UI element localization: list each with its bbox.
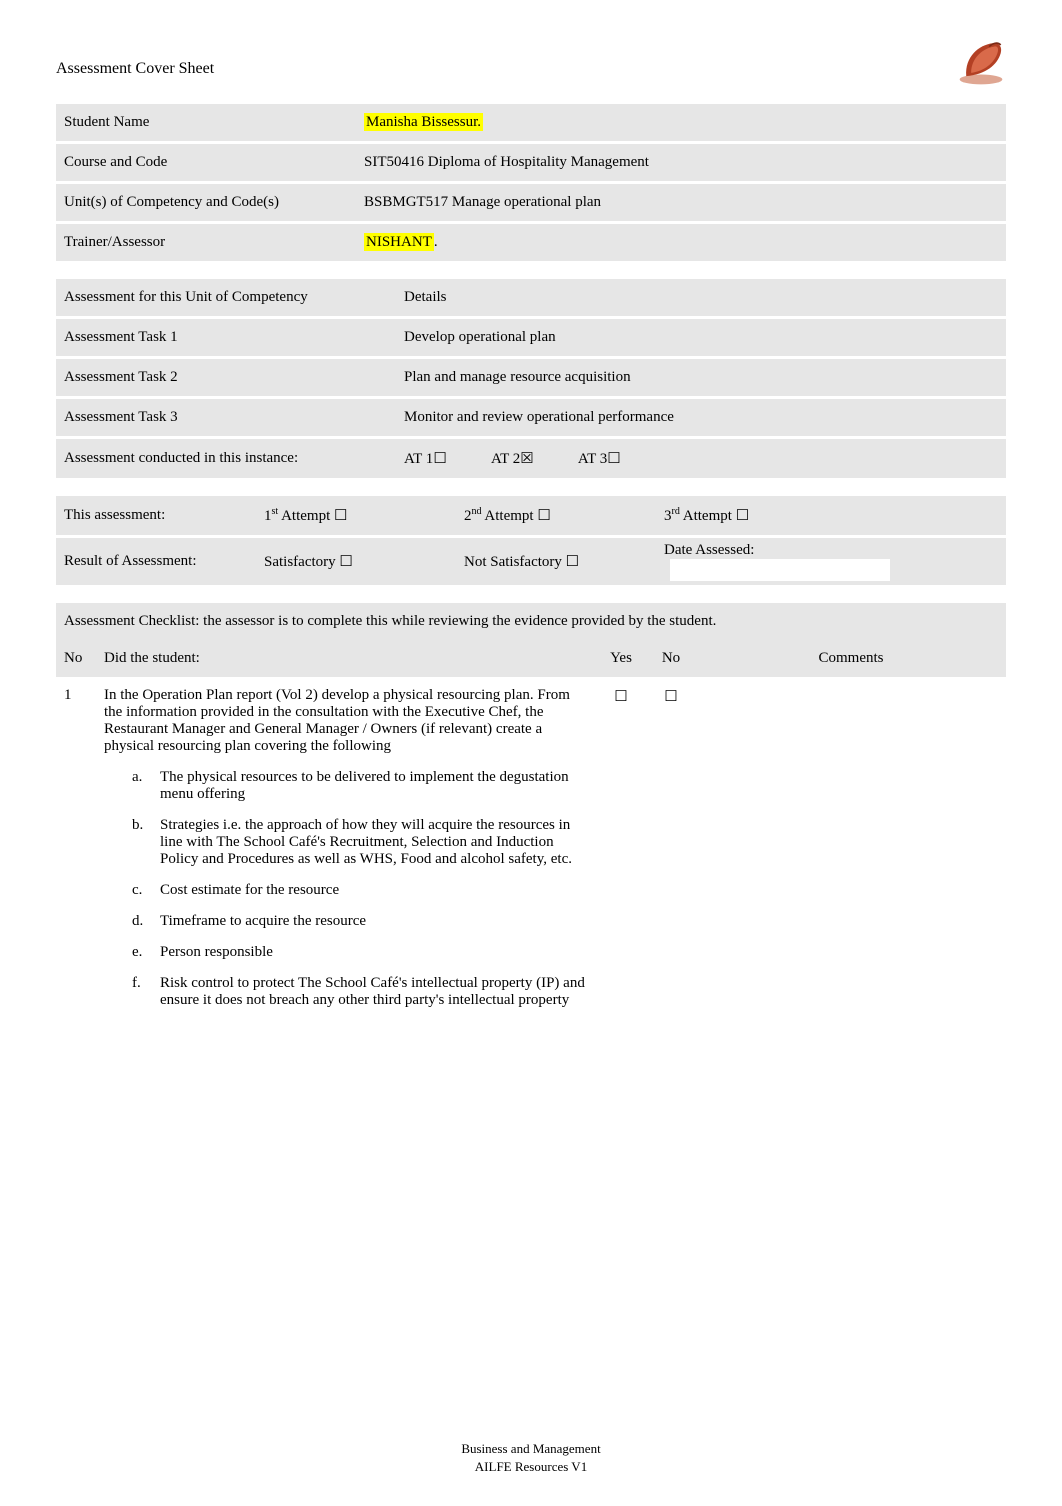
attempt-3-checkbox[interactable]: ☐ [736,508,749,524]
q1-item-b: b.Strategies i.e. the approach of how th… [132,817,588,868]
col-question-header: Did the student: [96,640,596,677]
logo-icon [956,40,1006,86]
attempt-3: 3rd Attempt ☐ [656,496,1006,535]
footer-line1: Business and Management [0,1440,1062,1458]
col-comments-header: Comments [696,640,1006,677]
this-assessment-label: This assessment: [56,496,256,535]
at2-checkbox[interactable]: ☒ [520,451,533,467]
at1-checkbox[interactable]: ☐ [433,451,446,467]
instance-values: AT 1☐ AT 2☒ AT 3☐ [396,436,1006,478]
task2-label: Assessment Task 2 [56,356,396,396]
q1-no-checkbox[interactable]: ☐ [664,689,677,705]
col-no-header: No [56,640,96,677]
attempt-1-checkbox[interactable]: ☐ [334,508,347,524]
q1-item-e: e.Person responsible [132,944,588,961]
attempt-2-checkbox[interactable]: ☐ [537,508,550,524]
competency-header-left: Assessment for this Unit of Competency [56,279,396,316]
attempt-1: 1st Attempt ☐ [256,496,456,535]
q1-text: In the Operation Plan report (Vol 2) dev… [96,677,596,1033]
competency-table: Assessment for this Unit of Competency D… [56,279,1006,478]
unit-label: Unit(s) of Competency and Code(s) [56,181,356,221]
course-label: Course and Code [56,141,356,181]
student-name-label: Student Name [56,104,356,141]
q1-yes-checkbox[interactable]: ☐ [614,689,627,705]
q1-item-a: a.The physical resources to be delivered… [132,769,588,803]
competency-header-right: Details [396,279,1006,316]
date-assessed: Date Assessed: [656,535,1006,585]
date-assessed-field[interactable] [670,559,890,581]
trainer-label: Trainer/Assessor [56,221,356,261]
satisfactory-checkbox[interactable]: ☐ [339,554,352,570]
trainer-value: NISHANT [364,233,434,251]
task3-label: Assessment Task 3 [56,396,396,436]
at2-label: AT 2 [491,451,520,467]
col-no-header-2: No [646,640,696,677]
footer-line2: AILFE Resources V1 [0,1458,1062,1476]
trainer-suffix: . [434,234,438,250]
q1-comments[interactable] [696,677,1006,1033]
task2-value: Plan and manage resource acquisition [396,356,1006,396]
task1-label: Assessment Task 1 [56,316,396,356]
result-label: Result of Assessment: [56,535,256,585]
at3-checkbox[interactable]: ☐ [607,451,620,467]
task1-value: Develop operational plan [396,316,1006,356]
task3-value: Monitor and review operational performan… [396,396,1006,436]
footer: Business and Management AILFE Resources … [0,1440,1062,1476]
attempt-2: 2nd Attempt ☐ [456,496,656,535]
student-info-table: Student Name Manisha Bissessur. Course a… [56,104,1006,261]
at1-label: AT 1 [404,451,433,467]
student-name-value: Manisha Bissessur. [364,113,483,131]
page-title: Assessment Cover Sheet [56,60,1006,78]
col-yes-header: Yes [596,640,646,677]
unit-value: BSBMGT517 Manage operational plan [356,181,1006,221]
checklist-title: Assessment Checklist: the assessor is to… [56,603,1006,640]
satisfactory: Satisfactory ☐ [256,535,456,585]
checklist-table: No Did the student: Yes No Comments 1 In… [56,640,1006,1033]
q1-item-d: d.Timeframe to acquire the resource [132,913,588,930]
q1-item-c: c.Cost estimate for the resource [132,882,588,899]
q1-item-f: f.Risk control to protect The School Caf… [132,975,588,1009]
instance-label: Assessment conducted in this instance: [56,436,396,478]
not-satisfactory-checkbox[interactable]: ☐ [566,554,579,570]
q1-number: 1 [56,677,96,1033]
course-value: SIT50416 Diploma of Hospitality Manageme… [356,141,1006,181]
not-satisfactory: Not Satisfactory ☐ [456,535,656,585]
attempt-table: This assessment: 1st Attempt ☐ 2nd Attem… [56,496,1006,585]
at3-label: AT 3 [578,451,607,467]
